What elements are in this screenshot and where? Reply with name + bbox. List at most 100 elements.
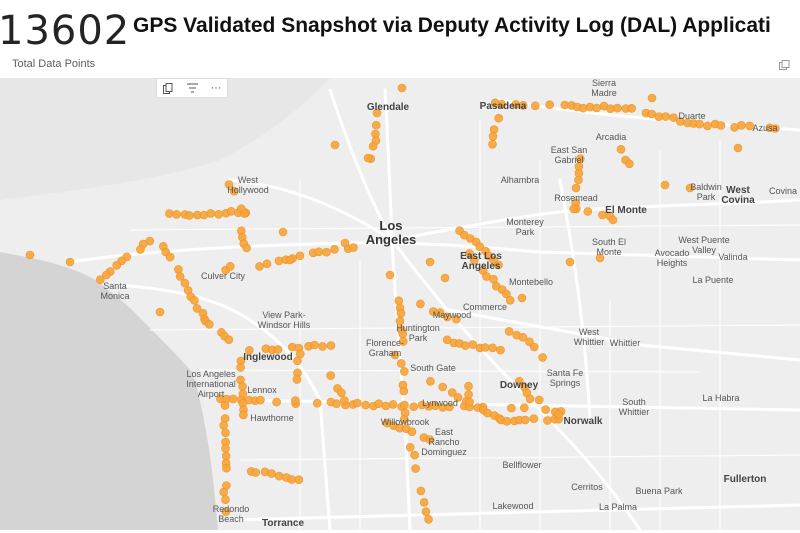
gps-point[interactable]	[190, 295, 199, 305]
gps-point[interactable]	[25, 250, 35, 260]
gps-point[interactable]	[381, 401, 391, 411]
gps-point[interactable]	[518, 332, 528, 342]
gps-point[interactable]	[236, 363, 245, 372]
gps-point[interactable]	[165, 209, 174, 218]
gps-point[interactable]	[221, 451, 231, 461]
gps-point[interactable]	[608, 215, 618, 225]
gps-point[interactable]	[172, 210, 181, 219]
gps-point[interactable]	[525, 394, 535, 404]
gps-point[interactable]	[65, 257, 75, 267]
gps-point[interactable]	[703, 121, 712, 131]
gps-point[interactable]	[518, 101, 528, 110]
gps-point[interactable]	[255, 262, 264, 271]
gps-point[interactable]	[578, 103, 588, 113]
gps-point[interactable]	[425, 435, 435, 444]
gps-point[interactable]	[295, 251, 305, 261]
gps-point[interactable]	[219, 421, 228, 430]
gps-point[interactable]	[214, 210, 223, 219]
gps-point[interactable]	[399, 415, 409, 424]
gps-point[interactable]	[613, 103, 622, 113]
gps-point[interactable]	[272, 397, 281, 407]
gps-point[interactable]	[733, 143, 743, 153]
gps-point[interactable]	[520, 415, 530, 425]
gps-point[interactable]	[504, 327, 514, 336]
gps-point[interactable]	[410, 450, 419, 460]
gps-point[interactable]	[445, 402, 454, 412]
gps-point[interactable]	[488, 140, 497, 149]
gps-point[interactable]	[529, 414, 539, 424]
gps-point[interactable]	[514, 376, 524, 386]
gps-point[interactable]	[185, 211, 194, 220]
gps-point[interactable]	[330, 140, 340, 150]
gps-point[interactable]	[399, 367, 409, 376]
gps-point[interactable]	[240, 209, 249, 218]
gps-point[interactable]	[517, 293, 527, 303]
gps-point[interactable]	[340, 238, 350, 248]
gps-point[interactable]	[267, 469, 276, 478]
gps-point[interactable]	[574, 175, 583, 185]
gps-point[interactable]	[685, 183, 695, 193]
map-visual[interactable]: Sierra Madre Glendale Pasadena Duarte Azusa Ar…	[0, 78, 800, 530]
gps-point[interactable]	[388, 400, 398, 409]
gps-point[interactable]	[226, 261, 235, 271]
gps-point[interactable]	[530, 101, 540, 111]
gps-point[interactable]	[205, 319, 214, 329]
gps-point[interactable]	[221, 507, 231, 517]
gps-point[interactable]	[660, 180, 670, 190]
gps-point[interactable]	[221, 444, 230, 453]
gps-point[interactable]	[372, 108, 382, 118]
gps-point[interactable]	[292, 375, 302, 384]
gps-point[interactable]	[538, 353, 547, 362]
gps-point[interactable]	[695, 119, 704, 129]
gps-point[interactable]	[438, 382, 448, 392]
gps-point[interactable]	[496, 345, 505, 355]
gps-point[interactable]	[770, 124, 780, 133]
gps-point[interactable]	[349, 243, 358, 252]
gps-point[interactable]	[165, 252, 175, 262]
gps-point[interactable]	[273, 345, 283, 354]
gps-point[interactable]	[291, 396, 300, 405]
gps-point[interactable]	[226, 207, 236, 216]
gps-point[interactable]	[192, 304, 202, 313]
gps-point[interactable]	[242, 243, 251, 253]
gps-point[interactable]	[425, 257, 435, 267]
gps-point[interactable]	[480, 343, 490, 352]
gps-point[interactable]	[396, 359, 406, 368]
gps-point[interactable]	[326, 341, 336, 350]
gps-point[interactable]	[322, 247, 331, 257]
gps-point[interactable]	[239, 410, 248, 420]
gps-point[interactable]	[361, 400, 371, 410]
gps-point[interactable]	[374, 399, 384, 409]
gps-point[interactable]	[534, 395, 544, 405]
gps-point[interactable]	[447, 388, 457, 397]
gps-point[interactable]	[312, 398, 322, 408]
gps-point[interactable]	[465, 249, 474, 258]
gps-point[interactable]	[220, 401, 230, 410]
gps-point[interactable]	[330, 245, 339, 254]
gps-point[interactable]	[262, 259, 272, 269]
gps-point[interactable]	[224, 180, 234, 189]
gps-point[interactable]	[371, 120, 381, 130]
gps-point[interactable]	[468, 340, 478, 349]
gps-point[interactable]	[180, 278, 190, 288]
gps-point[interactable]	[285, 255, 295, 265]
gps-point[interactable]	[737, 121, 746, 130]
gps-point[interactable]	[221, 428, 230, 438]
gps-point[interactable]	[461, 341, 470, 350]
gps-point[interactable]	[337, 388, 346, 398]
gps-point[interactable]	[399, 386, 409, 396]
gps-point[interactable]	[251, 468, 260, 477]
gps-point[interactable]	[314, 247, 324, 257]
gps-point[interactable]	[669, 113, 678, 122]
gps-point[interactable]	[416, 299, 425, 309]
gps-point[interactable]	[647, 93, 657, 103]
gps-point[interactable]	[411, 464, 420, 473]
gps-point[interactable]	[625, 159, 634, 169]
gps-point[interactable]	[274, 471, 284, 481]
gps-point[interactable]	[155, 307, 165, 317]
gps-point[interactable]	[440, 273, 450, 283]
gps-point[interactable]	[488, 343, 497, 353]
gps-point[interactable]	[464, 390, 473, 399]
gps-point[interactable]	[400, 400, 409, 410]
gps-point[interactable]	[405, 442, 415, 452]
